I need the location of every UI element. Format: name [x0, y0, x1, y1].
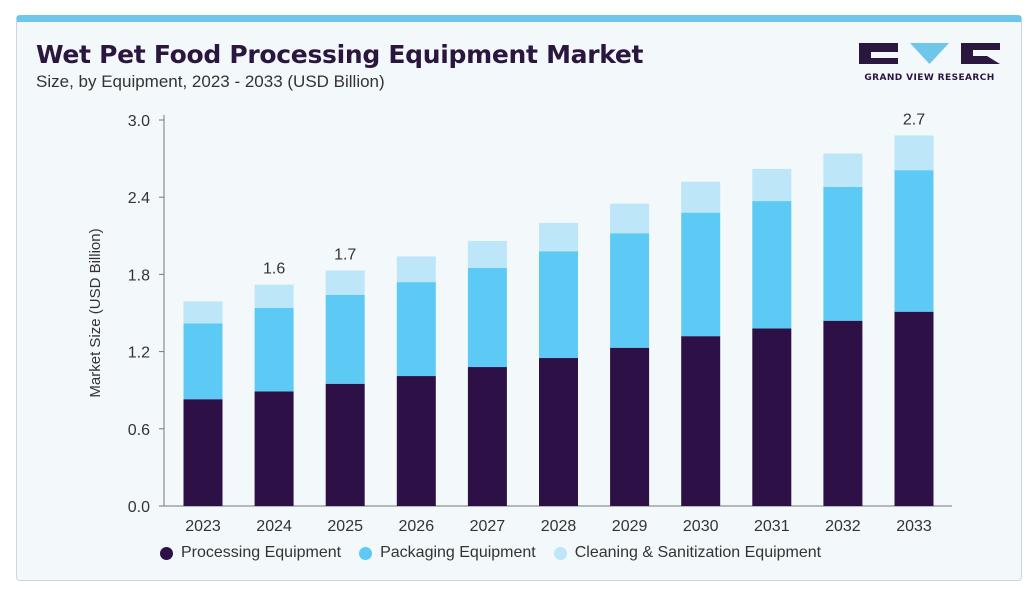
x-tick-label: 2027	[470, 518, 506, 535]
bar-2032-series-0	[823, 320, 863, 506]
bar-2032-series-1	[823, 186, 863, 321]
bar-2029-series-0	[610, 347, 650, 506]
bar-2029-series-2	[610, 203, 650, 234]
bar-2030-series-0	[681, 336, 721, 506]
x-tick-label: 2029	[612, 518, 648, 535]
bar-2030-series-2	[681, 181, 721, 213]
bar-2029-series-1	[610, 233, 650, 348]
logo-text: GRAND VIEW RESEARCH	[864, 73, 995, 83]
legend-label-cleaning: Cleaning & Sanitization Equipment	[574, 544, 822, 561]
legend-swatch-packaging	[359, 546, 373, 560]
bar-2028-series-2	[539, 222, 578, 252]
data-label-2024: 1.6	[263, 261, 285, 278]
bar-2027-series-1	[467, 267, 507, 368]
y-tick-label: 1.8	[128, 267, 150, 284]
y-tick-label: 3.0	[128, 113, 150, 130]
bar-2031-series-1	[752, 201, 792, 329]
legend-label-packaging: Packaging Equipment	[380, 544, 536, 561]
bar-2033-series-2	[894, 135, 934, 171]
grand-view-research-logo-icon	[859, 43, 1000, 64]
bar-2028-series-1	[539, 251, 578, 359]
bar-2031-series-0	[752, 328, 792, 506]
bar-2030-series-1	[681, 212, 721, 337]
bar-2033-series-1	[894, 170, 934, 312]
x-tick-label: 2033	[896, 518, 932, 535]
x-tick-label: 2032	[825, 518, 861, 535]
x-tick-label: 2026	[399, 518, 435, 535]
bar-2033-series-0	[894, 311, 934, 506]
chart-title: Wet Pet Food Processing Equipment Market	[36, 40, 644, 69]
legend-swatch-cleaning	[553, 546, 567, 560]
x-tick-label: 2031	[754, 518, 790, 535]
data-label-2025: 1.7	[334, 247, 356, 264]
chart-legend: Processing Equipment Packaging Equipment…	[160, 544, 839, 562]
bar-2024-series-0	[254, 391, 294, 506]
bar-2025-series-0	[325, 383, 365, 506]
bar-2026-series-1	[396, 282, 436, 377]
y-tick-label: 0.6	[128, 422, 150, 439]
bar-2025-series-1	[325, 294, 365, 384]
bar-2024-series-2	[254, 284, 294, 308]
bar-2023-series-2	[183, 301, 223, 324]
bar-2027-series-0	[467, 367, 507, 506]
bar-2023-series-1	[183, 323, 223, 400]
chart-subtitle: Size, by Equipment, 2023 - 2033 (USD Bil…	[36, 72, 385, 91]
x-tick-label: 2030	[683, 518, 719, 535]
bar-2026-series-2	[396, 256, 436, 283]
bar-2025-series-2	[325, 270, 365, 295]
legend-item-packaging: Packaging Equipment	[359, 544, 536, 562]
x-tick-label: 2028	[541, 518, 577, 535]
bar-2026-series-0	[396, 376, 436, 506]
bar-2031-series-2	[752, 168, 792, 202]
legend-item-cleaning: Cleaning & Sanitization Equipment	[553, 544, 822, 562]
bar-2024-series-1	[254, 307, 294, 392]
legend-swatch-processing	[160, 546, 173, 560]
legend-item-processing: Processing Equipment	[160, 544, 341, 562]
x-tick-label: 2023	[185, 518, 221, 535]
y-tick-label: 2.4	[128, 190, 150, 207]
x-tick-label: 2024	[256, 518, 292, 535]
y-tick-label: 1.2	[128, 345, 150, 362]
bar-2027-series-2	[467, 240, 507, 268]
x-tick-label: 2025	[327, 518, 363, 535]
legend-label-processing: Processing Equipment	[181, 544, 342, 561]
bar-2023-series-0	[183, 399, 223, 506]
y-axis-title: Market Size (USD Billion)	[87, 228, 104, 397]
bar-2032-series-2	[823, 153, 863, 187]
bar-2028-series-0	[539, 358, 578, 506]
y-tick-label: 0.0	[128, 499, 150, 516]
data-label-2033: 2.7	[903, 111, 925, 128]
